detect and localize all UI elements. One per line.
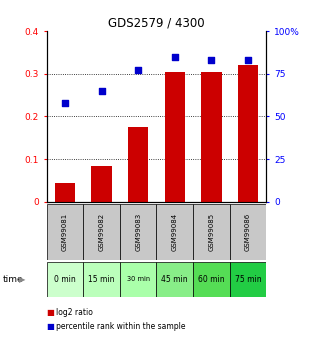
Text: time: time xyxy=(3,275,24,284)
Title: GDS2579 / 4300: GDS2579 / 4300 xyxy=(108,17,205,30)
Bar xyxy=(47,204,83,260)
Bar xyxy=(230,204,266,260)
Point xyxy=(99,88,104,93)
Text: GSM99085: GSM99085 xyxy=(208,213,214,251)
Bar xyxy=(83,262,120,297)
Bar xyxy=(230,262,266,297)
Bar xyxy=(91,166,112,202)
Point xyxy=(135,68,141,73)
Text: 60 min: 60 min xyxy=(198,275,225,284)
Bar xyxy=(157,204,193,260)
Text: GSM99084: GSM99084 xyxy=(172,213,178,251)
Bar xyxy=(201,72,221,202)
Text: GSM99082: GSM99082 xyxy=(99,213,105,251)
Point xyxy=(172,54,178,59)
Bar xyxy=(157,262,193,297)
Text: ■: ■ xyxy=(47,322,55,331)
Text: ▶: ▶ xyxy=(19,275,25,284)
Bar xyxy=(193,204,230,260)
Text: 75 min: 75 min xyxy=(235,275,261,284)
Point xyxy=(246,57,251,63)
Text: GSM99081: GSM99081 xyxy=(62,213,68,251)
Text: percentile rank within the sample: percentile rank within the sample xyxy=(56,322,186,331)
Bar xyxy=(120,204,156,260)
Bar xyxy=(193,262,230,297)
Text: 45 min: 45 min xyxy=(161,275,188,284)
Bar xyxy=(83,204,120,260)
Text: log2 ratio: log2 ratio xyxy=(56,308,93,317)
Bar xyxy=(47,262,83,297)
Text: ■: ■ xyxy=(47,308,55,317)
Text: GSM99083: GSM99083 xyxy=(135,213,141,251)
Text: 0 min: 0 min xyxy=(54,275,76,284)
Point xyxy=(62,100,67,106)
Text: 15 min: 15 min xyxy=(88,275,115,284)
Text: 30 min: 30 min xyxy=(126,276,150,283)
Bar xyxy=(128,127,148,202)
Bar xyxy=(120,262,156,297)
Bar xyxy=(238,65,258,202)
Bar xyxy=(55,183,75,202)
Bar xyxy=(165,72,185,202)
Text: GSM99086: GSM99086 xyxy=(245,213,251,251)
Point xyxy=(209,57,214,63)
